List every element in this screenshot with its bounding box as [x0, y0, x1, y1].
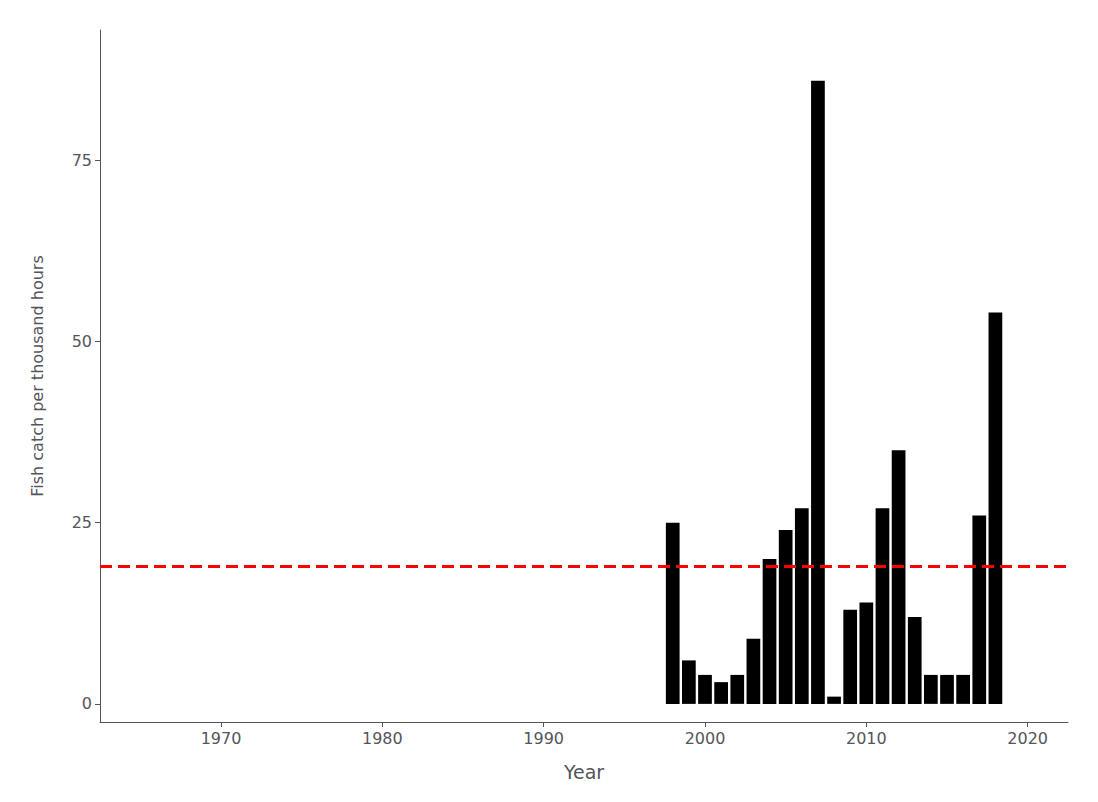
- svg-text:0: 0: [82, 694, 92, 713]
- svg-text:75: 75: [72, 151, 92, 170]
- svg-text:25: 25: [72, 513, 92, 532]
- svg-text:2010: 2010: [846, 729, 887, 748]
- svg-text:2020: 2020: [1007, 729, 1048, 748]
- svg-text:1980: 1980: [362, 729, 403, 748]
- svg-text:1970: 1970: [201, 729, 242, 748]
- svg-text:1990: 1990: [523, 729, 564, 748]
- svg-text:Fish catch per thousand hours: Fish catch per thousand hours: [28, 255, 47, 496]
- svg-text:Year: Year: [563, 761, 604, 783]
- svg-text:50: 50: [72, 332, 92, 351]
- svg-text:2000: 2000: [685, 729, 726, 748]
